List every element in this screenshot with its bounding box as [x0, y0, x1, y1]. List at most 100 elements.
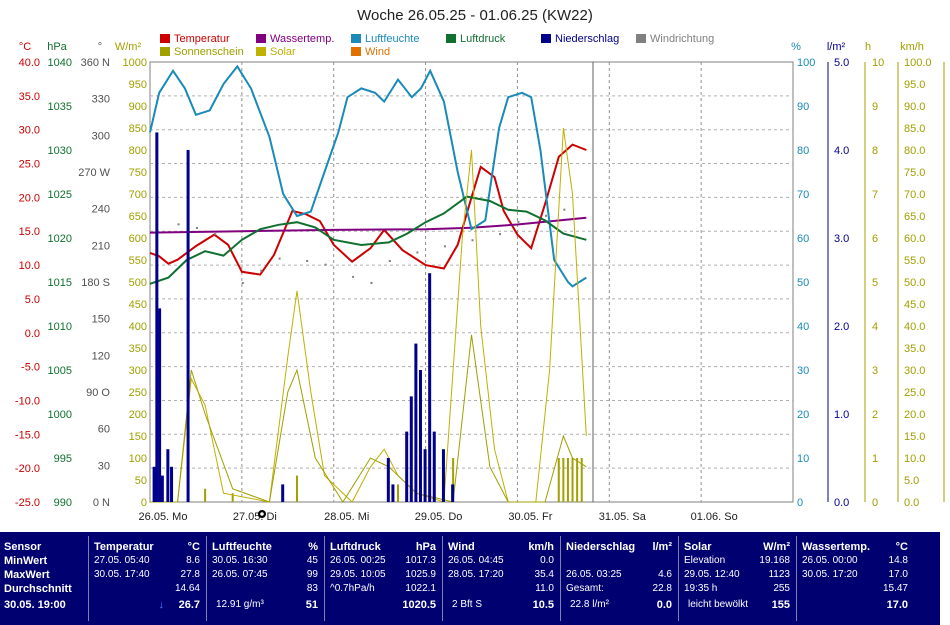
- sunshine-bar-7: [562, 458, 565, 502]
- sun-tick-6: 4: [872, 321, 878, 333]
- sunshine-bar-6: [557, 458, 560, 502]
- sunshine-bar-2: [295, 475, 298, 502]
- press-tick-7: 1005: [48, 365, 72, 377]
- wind-tick-19: 5.0: [904, 475, 919, 487]
- rain-bar-13: [418, 370, 422, 502]
- wind-avg-value: 11.0: [535, 583, 554, 594]
- wind-dir-dot-6: [306, 260, 309, 262]
- hum-tick-7: 30: [797, 365, 809, 377]
- wind-tick-5: 75.0: [904, 167, 925, 179]
- press-tick-3: 1025: [48, 189, 72, 201]
- wind-tick-1: 95.0: [904, 79, 925, 91]
- sunshine-bar-11: [580, 458, 583, 502]
- panel-now-timestamp: 30.05. 19:00: [4, 599, 66, 611]
- hum-min-value: 45: [306, 555, 318, 566]
- solar-tick-10: 500: [129, 277, 147, 289]
- sun-tick-2: 8: [872, 145, 878, 157]
- wind-tick-8: 60.0: [904, 233, 925, 245]
- solar-tick-11: 450: [129, 299, 147, 311]
- hum-tick-8: 20: [797, 409, 809, 421]
- legend-label-3: Luftdruck: [460, 33, 506, 45]
- legend-label-8: Wind: [365, 46, 390, 58]
- solar-tick-16: 200: [129, 409, 147, 421]
- solar-tick-9: 550: [129, 255, 147, 267]
- temp-max-time: 30.05. 17:40: [94, 569, 150, 580]
- rain-bar-12: [414, 343, 418, 502]
- hum-tick-3: 70: [797, 189, 809, 201]
- sun-tick-10: 0: [872, 497, 878, 509]
- rain-bar-17: [441, 449, 445, 502]
- legend-swatch-5: [636, 34, 646, 43]
- sunshine-bar-3: [397, 484, 400, 502]
- solar-tick-14: 300: [129, 365, 147, 377]
- wind-min-value: 0.0: [540, 555, 554, 566]
- temp-min-time: 27.05. 05:40: [94, 555, 150, 566]
- axis-unit-2: °: [98, 41, 102, 53]
- wind-tick-11: 45.0: [904, 299, 925, 311]
- rain-total-label: Gesamt:: [566, 583, 604, 594]
- water-unit: °C: [895, 541, 908, 553]
- panel-sensor-head: Sensor: [4, 541, 42, 553]
- wind-tick-3: 85.0: [904, 123, 925, 135]
- solar-unit: W/m²: [763, 541, 790, 553]
- solar-tick-8: 600: [129, 233, 147, 245]
- solar-tick-3: 850: [129, 123, 147, 135]
- wind-dir-dot-2: [214, 233, 217, 236]
- sun-tick-5: 5: [872, 277, 878, 289]
- temp-avg-value: 14.64: [174, 583, 200, 594]
- rain-tick-0: 5.0: [834, 57, 849, 69]
- legend-swatch-4: [541, 34, 551, 43]
- rain-bar-16: [432, 431, 436, 502]
- axis-unit-1: hPa: [47, 41, 67, 53]
- rain-bar-0: [152, 466, 156, 502]
- wind-dir-dot-12: [443, 245, 446, 248]
- hum-tick-1: 90: [797, 101, 809, 113]
- wind-dir-dot-15: [517, 220, 520, 223]
- sun-tick-4: 6: [872, 233, 878, 245]
- press-tick-9: 995: [54, 453, 72, 465]
- dir-tick-0: 360 N: [81, 57, 110, 69]
- panel-max-label: MaxWert: [4, 569, 50, 581]
- temp-max-value: 27.8: [180, 569, 200, 580]
- legend-swatch-8: [351, 47, 361, 56]
- water-avg-value: 15.47: [882, 583, 908, 594]
- series-line-0: [149, 143, 587, 276]
- panel-rain-column: Niederschlag l/m² 26.05. 03:25 4.6 Gesamt:…: [562, 538, 676, 620]
- sun-tick-9: 1: [872, 453, 878, 465]
- legend-swatch-3: [446, 34, 456, 43]
- press-tick-5: 1015: [48, 277, 72, 289]
- rain-sum: 22.8 l/m²: [570, 599, 609, 610]
- water-max-time: 30.05. 17:20: [802, 569, 858, 580]
- hum-unit: %: [308, 541, 318, 553]
- dir-tick-10: 60: [98, 424, 110, 436]
- wind-tick-9: 55.0: [904, 255, 925, 267]
- rain-bar-15: [428, 273, 432, 502]
- sunshine-bar-10: [576, 458, 579, 502]
- press-tick-1: 1035: [48, 101, 72, 113]
- solar-tick-6: 700: [129, 189, 147, 201]
- temp-tick-7: 5.0: [25, 294, 40, 306]
- rain-bar-6: [186, 150, 190, 502]
- rain-bar-18: [451, 484, 455, 502]
- series-line-2: [149, 64, 587, 288]
- rain-bar-5: [170, 466, 174, 502]
- sun-tick-0: 10: [872, 57, 884, 69]
- temp-now-value: 26.7: [178, 599, 200, 611]
- panel-pressure-column: Luftdruck hPa 26.05. 00:25 1017.3 29.05. 1…: [326, 538, 440, 620]
- solar-max-value: 1123: [768, 569, 790, 580]
- x-tick-label-1: 27.05. Di: [233, 511, 277, 523]
- temp-tick-4: 20.0: [19, 192, 40, 204]
- hum-min-time: 30.05. 16:30: [212, 555, 268, 566]
- wind-tick-13: 35.0: [904, 343, 925, 355]
- sunshine-bar-5: [452, 458, 455, 502]
- wind-dir-dot-8: [352, 275, 355, 278]
- solar-elev-value: 19.168: [759, 555, 790, 566]
- water-head: Wassertemp.: [802, 541, 871, 553]
- wind-dir-dot-11: [416, 251, 419, 254]
- solar-hours-value: 255: [773, 583, 790, 594]
- temp-tick-12: -20.0: [15, 463, 40, 475]
- hum-tick-10: 0: [797, 497, 803, 509]
- rain-max-time: 26.05. 03:25: [566, 569, 622, 580]
- axis-unit-6: h: [865, 41, 871, 53]
- temp-tick-13: -25.0: [15, 497, 40, 509]
